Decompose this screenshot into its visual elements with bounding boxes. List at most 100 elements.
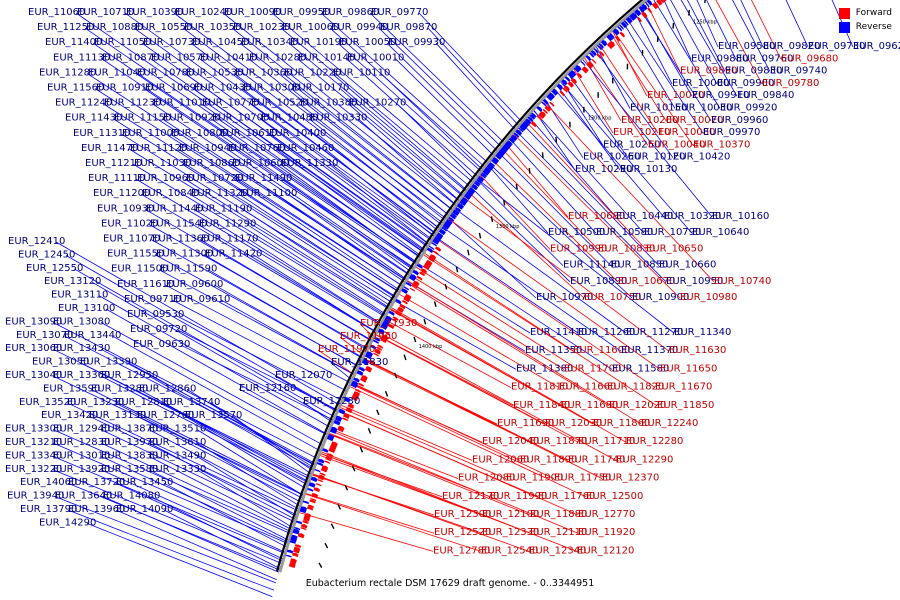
gene-feature-arrow [397,306,404,312]
gene-feature-arrow [536,115,543,121]
gene-label: EUR_12290 [616,454,673,465]
gene-feature-arrow [416,264,423,269]
gene-label: EUR_11130 [53,52,110,63]
label-leader-line [63,335,315,465]
label-leader-line [338,406,507,479]
gene-label: EUR_13420 [41,410,98,421]
label-leader-line [523,118,647,250]
label-leader-line [184,178,390,308]
gene-feature-arrow [477,176,484,183]
label-leader-line [394,58,494,156]
inner-feature-tick [467,249,470,256]
gene-feature-arrow [372,339,379,344]
label-leader-line [150,496,283,562]
gene-feature-arrow [660,0,665,4]
gene-feature-arrow [527,116,534,122]
label-leader-line [52,322,318,459]
gene-feature-arrow [392,316,399,321]
gene-feature-arrow [353,377,360,383]
label-leader-line [369,12,505,143]
inner-feature-tick [455,266,459,273]
gene-feature-arrow [492,157,499,164]
gene-feature-arrow [309,499,316,504]
gene-feature-arrow [293,546,301,551]
gene-feature-arrow [325,457,332,462]
label-leader-line [94,88,403,286]
gene-feature-arrow [380,338,387,343]
gene-feature-arrow [657,0,663,5]
label-leader-line [503,141,569,218]
gene-label: EUR_10280 [249,52,306,63]
gene-label: EUR_10300 [243,83,300,94]
gene-feature-arrow [567,81,574,88]
gene-label: EUR_13120 [44,276,101,287]
gene-feature-arrow [598,43,604,49]
gene-feature-arrow [358,366,366,372]
label-leader-line [231,27,456,206]
label-leader-line [271,12,473,183]
gene-label: EUR_10830 [598,243,655,254]
gene-feature-arrow [647,7,653,14]
label-leader-line [173,12,447,219]
inner-feature-tick [376,409,380,416]
label-leader-line [532,109,645,234]
label-leader-line [233,73,440,229]
gene-feature-arrow [330,426,338,432]
inner-feature-tick [433,301,437,307]
label-leader-line [331,73,467,191]
gene-feature-arrow [446,219,453,224]
gene-label: EUR_10980 [680,292,737,303]
gene-feature-arrow [403,286,410,291]
label-leader-line [597,41,659,134]
gene-label: EUR_10320 [664,211,721,222]
inner-feature-tick [444,283,448,290]
gene-feature-arrow [596,44,603,51]
gene-feature-arrow [412,280,420,287]
gene-feature-arrow [313,487,320,493]
gene-label: EUR_10770 [202,98,259,109]
label-leader-line [581,57,713,218]
gene-label: EUR_11870 [530,436,587,447]
gene-feature-arrow [429,254,437,261]
gene-label: EUR_13080 [53,316,110,327]
gene-feature-arrow [342,417,349,422]
gene-label: EUR_13440 [64,330,121,341]
gene-feature-arrow [307,488,314,492]
gene-label: EUR_10990 [550,243,607,254]
gene-feature-arrow [306,506,314,511]
gene-feature-arrow [324,460,331,464]
gene-feature-arrow [296,520,303,525]
label-leader-line [252,254,376,333]
gene-label: EUR_11990 [490,491,547,502]
gene-label: EUR_12370 [602,473,659,484]
gene-label: EUR_09970 [703,127,760,138]
gene-label: EUR_11760 [538,491,595,502]
gene-feature-arrow [290,558,297,562]
label-leader-line [552,86,665,218]
label-leader-line [98,295,330,428]
label-leader-line [461,195,670,352]
gene-feature-arrow [493,157,500,162]
label-leader-line [279,163,417,264]
gene-label: EUR_14060 [20,477,77,488]
kbp-scale-marks: 1000 kbp1050 kbp1100 kbp1150 kbp1200 kbp… [419,19,717,350]
genome-backbone-arc [275,0,644,572]
gene-label: EUR_11740 [568,454,625,465]
gene-feature-arrow [500,146,508,153]
gene-feature-arrow [583,66,589,72]
gene-label: EUR_12280 [626,436,683,447]
gene-feature-arrow [424,263,431,269]
label-leader-line [298,103,445,221]
gene-label: EUR_12520 [434,527,491,538]
gene-label: EUR_13010 [53,450,110,461]
label-leader-line [86,73,406,281]
gene-feature-arrow [411,283,418,289]
gene-label: EUR_10740 [714,276,771,287]
label-leader-line [148,469,289,541]
label-leader-line [303,493,482,552]
gene-label: EUR_10000 [672,78,729,89]
gene-feature-arrow [377,344,384,349]
label-leader-line [169,133,403,287]
gene-label: EUR_11880 [530,509,587,520]
gene-label: EUR_12540 [481,545,538,556]
